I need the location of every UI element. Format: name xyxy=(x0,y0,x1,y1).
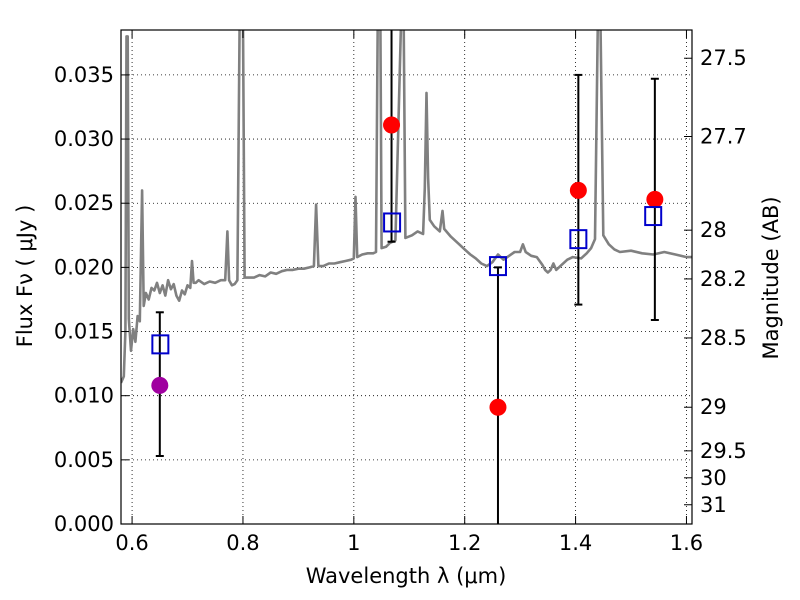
grid-lines xyxy=(121,30,692,525)
y-tick-label: 0.005 xyxy=(54,448,114,472)
observed-flux-point xyxy=(151,376,169,394)
right-tick-label: 28.5 xyxy=(700,326,747,350)
right-tick-label: 31 xyxy=(700,493,727,517)
right-tick-label: 28.2 xyxy=(700,267,747,291)
data-points-layer xyxy=(151,116,664,416)
x-tick-label: 1.6 xyxy=(670,531,703,555)
plot-frame xyxy=(120,29,693,525)
right-tick-label: 27.5 xyxy=(700,46,747,70)
y-tick-label: 0.020 xyxy=(54,255,114,279)
right-axis-label: Magnitude (AB) xyxy=(759,196,783,359)
y-tick-label: 0.015 xyxy=(54,320,114,344)
y-axis-label-text: Flux Fν ( μJy ) xyxy=(13,205,37,348)
right-tick-label: 29.5 xyxy=(700,439,747,463)
right-tick-label: 27.7 xyxy=(700,124,747,148)
model-band-square xyxy=(488,256,507,277)
x-tick-label: 1.2 xyxy=(448,531,481,555)
y-tick-label: 0.025 xyxy=(54,191,114,215)
model-band-square xyxy=(383,212,402,233)
y-tick-label: 0.000 xyxy=(54,512,114,536)
y-tick-label: 0.035 xyxy=(54,63,114,87)
model-spectrum-layer xyxy=(121,30,692,384)
model-band-square xyxy=(644,206,663,227)
observed-flux-point xyxy=(569,181,587,199)
right-axis-ticks: 27.5 27.7 28 28.2 28.5 29 29.5 30 31 xyxy=(684,46,747,517)
model-band-square xyxy=(151,334,170,355)
y-axis-ticks: 0.000 0.005 0.010 0.015 0.020 0.025 0.030 0.035 xyxy=(54,63,129,536)
right-tick-label: 28 xyxy=(700,218,727,242)
observed-flux-point xyxy=(383,116,401,134)
y-tick-label: 0.010 xyxy=(54,384,114,408)
y-axis-label: Flux Fν ( μJy ) xyxy=(13,205,37,348)
observed-flux-point xyxy=(489,398,507,416)
right-tick-label: 30 xyxy=(700,466,727,490)
observed-flux-point xyxy=(646,190,664,208)
model-band-square xyxy=(569,229,588,250)
x-tick-label: 0.8 xyxy=(226,531,259,555)
x-axis-ticks: 0.6 0.8 1 1.2 1.4 1.6 xyxy=(115,30,703,555)
right-axis-label-text: Magnitude (AB) xyxy=(759,196,783,359)
x-tick-label: 1 xyxy=(347,531,360,555)
right-tick-label: 29 xyxy=(700,395,727,419)
error-bars-layer xyxy=(155,30,659,524)
y-tick-label: 0.030 xyxy=(54,127,114,151)
x-axis-label: Wavelength λ (μm) xyxy=(306,564,507,588)
model-spectrum-line xyxy=(121,30,692,384)
x-axis-label-text: Wavelength λ (μm) xyxy=(306,564,507,588)
x-tick-label: 0.6 xyxy=(115,531,148,555)
x-tick-label: 1.4 xyxy=(559,531,592,555)
